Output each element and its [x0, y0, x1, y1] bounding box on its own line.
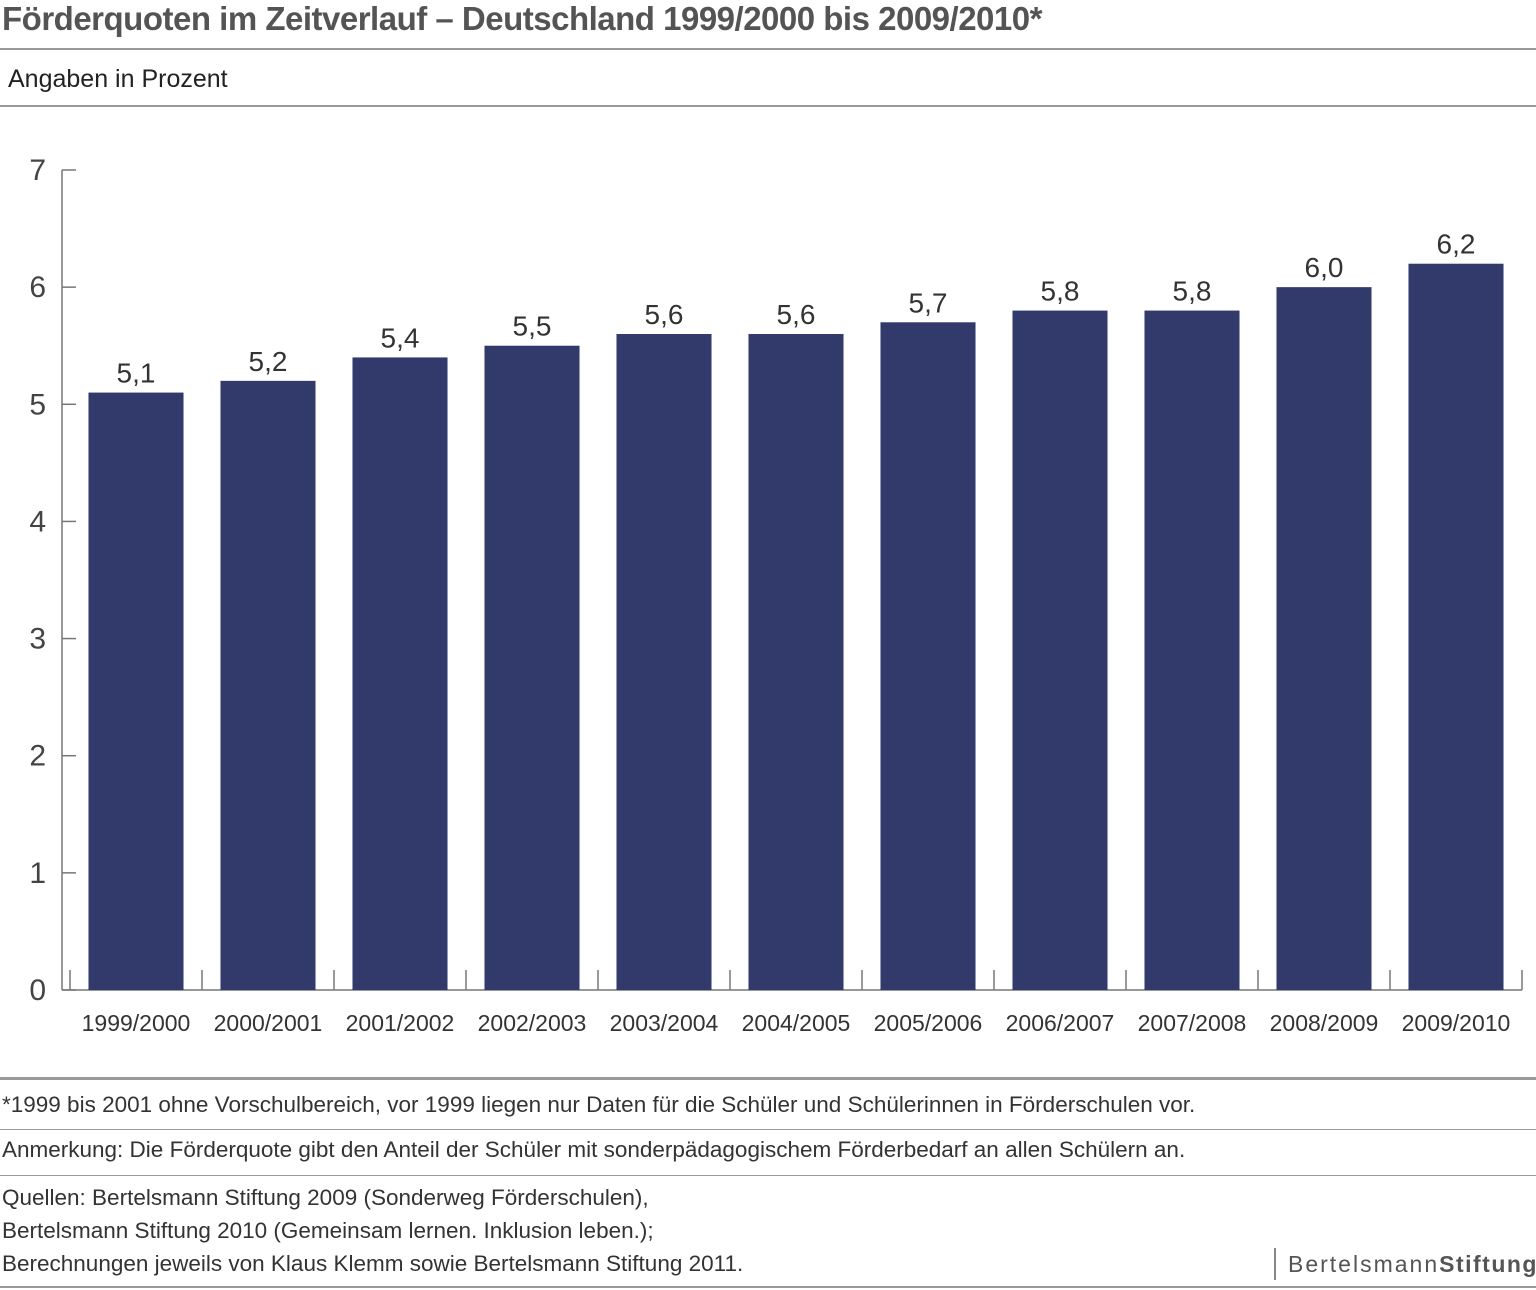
x-category-label: 2008/2009	[1270, 1010, 1379, 1036]
brand-name-part1: Bertelsmann	[1288, 1251, 1440, 1277]
y-tick-label: 3	[29, 623, 46, 656]
bar-value-label: 5,6	[645, 299, 684, 330]
source-line-2: Bertelsmann Stiftung 2010 (Gemeinsam ler…	[2, 1218, 654, 1243]
brand-logo: BertelsmannStiftung	[1274, 1248, 1536, 1280]
bar	[1012, 310, 1108, 990]
source-line-1: Quellen: Bertelsmann Stiftung 2009 (Sond…	[2, 1185, 649, 1210]
chart-title: Förderquoten im Zeitverlauf – Deutschlan…	[2, 0, 1042, 37]
bar	[1276, 287, 1372, 991]
bar-value-label: 6,2	[1437, 229, 1476, 260]
source-line-3: Berechnungen jeweils von Klaus Klemm sow…	[2, 1251, 744, 1276]
bar-value-label: 5,6	[777, 299, 816, 330]
x-category-label: 2007/2008	[1138, 1010, 1247, 1036]
title-divider	[0, 48, 1536, 50]
subtitle-divider	[0, 105, 1536, 107]
bar-value-label: 6,0	[1305, 252, 1344, 283]
bar	[880, 322, 976, 990]
bar	[352, 357, 448, 990]
x-category-label: 2004/2005	[742, 1010, 851, 1036]
bar	[616, 334, 712, 990]
bar-value-label: 5,1	[117, 358, 156, 389]
x-category-label: 2003/2004	[610, 1010, 719, 1036]
bar	[220, 380, 316, 990]
remark-divider	[0, 1175, 1536, 1176]
y-tick-label: 5	[29, 388, 46, 421]
y-tick-label: 0	[29, 974, 46, 1007]
bar	[1408, 263, 1504, 990]
x-category-label: 2009/2010	[1402, 1010, 1511, 1036]
x-category-label: 1999/2000	[82, 1010, 191, 1036]
y-tick-label: 2	[29, 740, 46, 773]
bar-value-label: 5,2	[249, 346, 288, 377]
bar-chart: 0 1 2 3 4 5 6 7 5,1 1999/2000 5,2 2000/2001 5,4 2001/…	[29, 154, 1523, 1036]
y-tick-label: 6	[29, 271, 46, 304]
y-tick-label: 4	[29, 505, 46, 538]
footnote-divider	[0, 1129, 1536, 1130]
bar-value-label: 5,7	[909, 287, 948, 318]
bar	[748, 334, 844, 990]
bar-value-label: 5,8	[1173, 276, 1212, 307]
footnote: *1999 bis 2001 ohne Vorschulbereich, vor…	[2, 1092, 1196, 1117]
bar-value-label: 5,4	[381, 322, 420, 353]
x-category-label: 2000/2001	[214, 1010, 323, 1036]
brand-name-part2: Stiftung	[1439, 1251, 1536, 1277]
chart-subtitle: Angaben in Prozent	[8, 65, 228, 93]
bar	[88, 392, 184, 991]
bar	[1144, 310, 1240, 990]
remark: Anmerkung: Die Förderquote gibt den Ante…	[2, 1137, 1186, 1162]
footer-divider	[0, 1077, 1536, 1080]
y-tick-label: 7	[29, 154, 46, 187]
x-category-label: 2001/2002	[346, 1010, 455, 1036]
bottom-divider	[0, 1286, 1536, 1288]
x-category-label: 2006/2007	[1006, 1010, 1115, 1036]
bar-value-label: 5,5	[513, 311, 552, 342]
x-category-label: 2005/2006	[874, 1010, 983, 1036]
bar-value-label: 5,8	[1041, 276, 1080, 307]
y-tick-label: 1	[29, 857, 46, 890]
x-category-label: 2002/2003	[478, 1010, 587, 1036]
bar	[484, 345, 580, 990]
